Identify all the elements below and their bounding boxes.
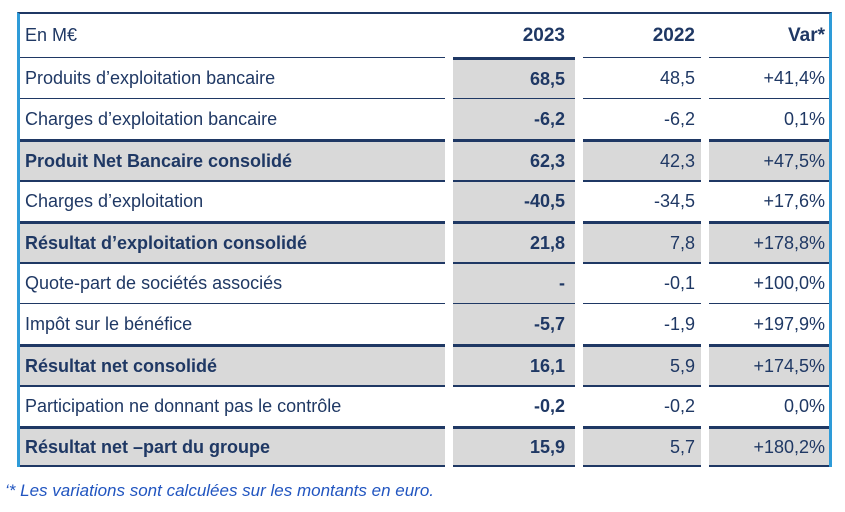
column-gutter	[701, 262, 709, 303]
column-gutter	[575, 426, 583, 467]
value-2022: -6,2	[583, 98, 701, 139]
column-gutter	[701, 303, 709, 344]
value-2023: -0,2	[453, 385, 575, 426]
row-label: Produits d’exploitation bancaire	[20, 57, 445, 98]
column-gutter	[445, 344, 453, 385]
column-gutter	[445, 139, 453, 180]
value-2022: 48,5	[583, 57, 701, 98]
row-label: Participation ne donnant pas le contrôle	[20, 385, 445, 426]
column-gutter	[445, 98, 453, 139]
column-gutter	[575, 14, 583, 57]
table-row: Produits d’exploitation bancaire 68,5 48…	[20, 57, 829, 98]
column-gutter	[445, 221, 453, 262]
col-header-2022: 2022	[583, 14, 701, 57]
value-var: +41,4%	[709, 57, 829, 98]
column-gutter	[445, 303, 453, 344]
value-2023: -6,2	[453, 98, 575, 139]
value-2022: 5,9	[583, 344, 701, 385]
column-gutter	[701, 221, 709, 262]
table-row: Produit Net Bancaire consolidé 62,3 42,3…	[20, 139, 829, 180]
column-gutter	[445, 14, 453, 57]
column-gutter	[575, 98, 583, 139]
value-2023: 62,3	[453, 139, 575, 180]
column-gutter	[445, 262, 453, 303]
table-row: Impôt sur le bénéfice -5,7 -1,9 +197,9%	[20, 303, 829, 344]
column-gutter	[575, 180, 583, 221]
row-label: Résultat net –part du groupe	[20, 426, 445, 467]
value-2022: -0,1	[583, 262, 701, 303]
row-label: Résultat d’exploitation consolidé	[20, 221, 445, 262]
table-row: Participation ne donnant pas le contrôle…	[20, 385, 829, 426]
value-2022: -34,5	[583, 180, 701, 221]
column-gutter	[701, 344, 709, 385]
column-gutter	[445, 180, 453, 221]
column-gutter	[575, 139, 583, 180]
column-gutter	[575, 303, 583, 344]
financial-results-table: En M€ 2023 2022 Var* Produits d’exploita…	[17, 12, 832, 467]
table-row: Résultat net –part du groupe 15,9 5,7 +1…	[20, 426, 829, 467]
value-var: +197,9%	[709, 303, 829, 344]
value-2023: -40,5	[453, 180, 575, 221]
value-var: +17,6%	[709, 180, 829, 221]
table-row: Charges d’exploitation bancaire -6,2 -6,…	[20, 98, 829, 139]
row-label: Charges d’exploitation	[20, 180, 445, 221]
column-gutter	[701, 426, 709, 467]
column-gutter	[701, 139, 709, 180]
column-gutter	[701, 14, 709, 57]
table-row: Résultat net consolidé 16,1 5,9 +174,5%	[20, 344, 829, 385]
column-gutter	[701, 57, 709, 98]
value-2022: 7,8	[583, 221, 701, 262]
value-var: +47,5%	[709, 139, 829, 180]
value-2023: 15,9	[453, 426, 575, 467]
column-gutter	[701, 385, 709, 426]
column-gutter	[575, 57, 583, 98]
column-gutter	[575, 344, 583, 385]
value-var: 0,0%	[709, 385, 829, 426]
value-var: +178,8%	[709, 221, 829, 262]
table-row: Quote-part de sociétés associés - -0,1 +…	[20, 262, 829, 303]
column-gutter	[575, 385, 583, 426]
value-var: +180,2%	[709, 426, 829, 467]
value-var: 0,1%	[709, 98, 829, 139]
unit-label: En M€	[20, 14, 445, 57]
table-row: Charges d’exploitation -40,5 -34,5 +17,6…	[20, 180, 829, 221]
value-2022: 5,7	[583, 426, 701, 467]
column-gutter	[445, 57, 453, 98]
row-label: Résultat net consolidé	[20, 344, 445, 385]
table-header-row: En M€ 2023 2022 Var*	[20, 14, 829, 57]
column-gutter	[701, 98, 709, 139]
row-label: Produit Net Bancaire consolidé	[20, 139, 445, 180]
value-2023: 21,8	[453, 221, 575, 262]
value-2022: 42,3	[583, 139, 701, 180]
table-body: Produits d’exploitation bancaire 68,5 48…	[20, 57, 829, 467]
value-2023: 16,1	[453, 344, 575, 385]
row-label: Charges d’exploitation bancaire	[20, 98, 445, 139]
footnote: ‘* Les variations sont calculées sur les…	[5, 481, 435, 500]
column-gutter	[701, 180, 709, 221]
column-gutter	[575, 221, 583, 262]
col-header-2023: 2023	[453, 14, 575, 57]
table-row: Résultat d’exploitation consolidé 21,8 7…	[20, 221, 829, 262]
column-gutter	[575, 262, 583, 303]
row-label: Impôt sur le bénéfice	[20, 303, 445, 344]
column-gutter	[445, 385, 453, 426]
value-var: +100,0%	[709, 262, 829, 303]
value-2022: -1,9	[583, 303, 701, 344]
value-var: +174,5%	[709, 344, 829, 385]
row-label: Quote-part de sociétés associés	[20, 262, 445, 303]
value-2023: 68,5	[453, 57, 575, 98]
value-2022: -0,2	[583, 385, 701, 426]
value-2023: -5,7	[453, 303, 575, 344]
col-header-var: Var*	[709, 14, 829, 57]
value-2023: -	[453, 262, 575, 303]
column-gutter	[445, 426, 453, 467]
